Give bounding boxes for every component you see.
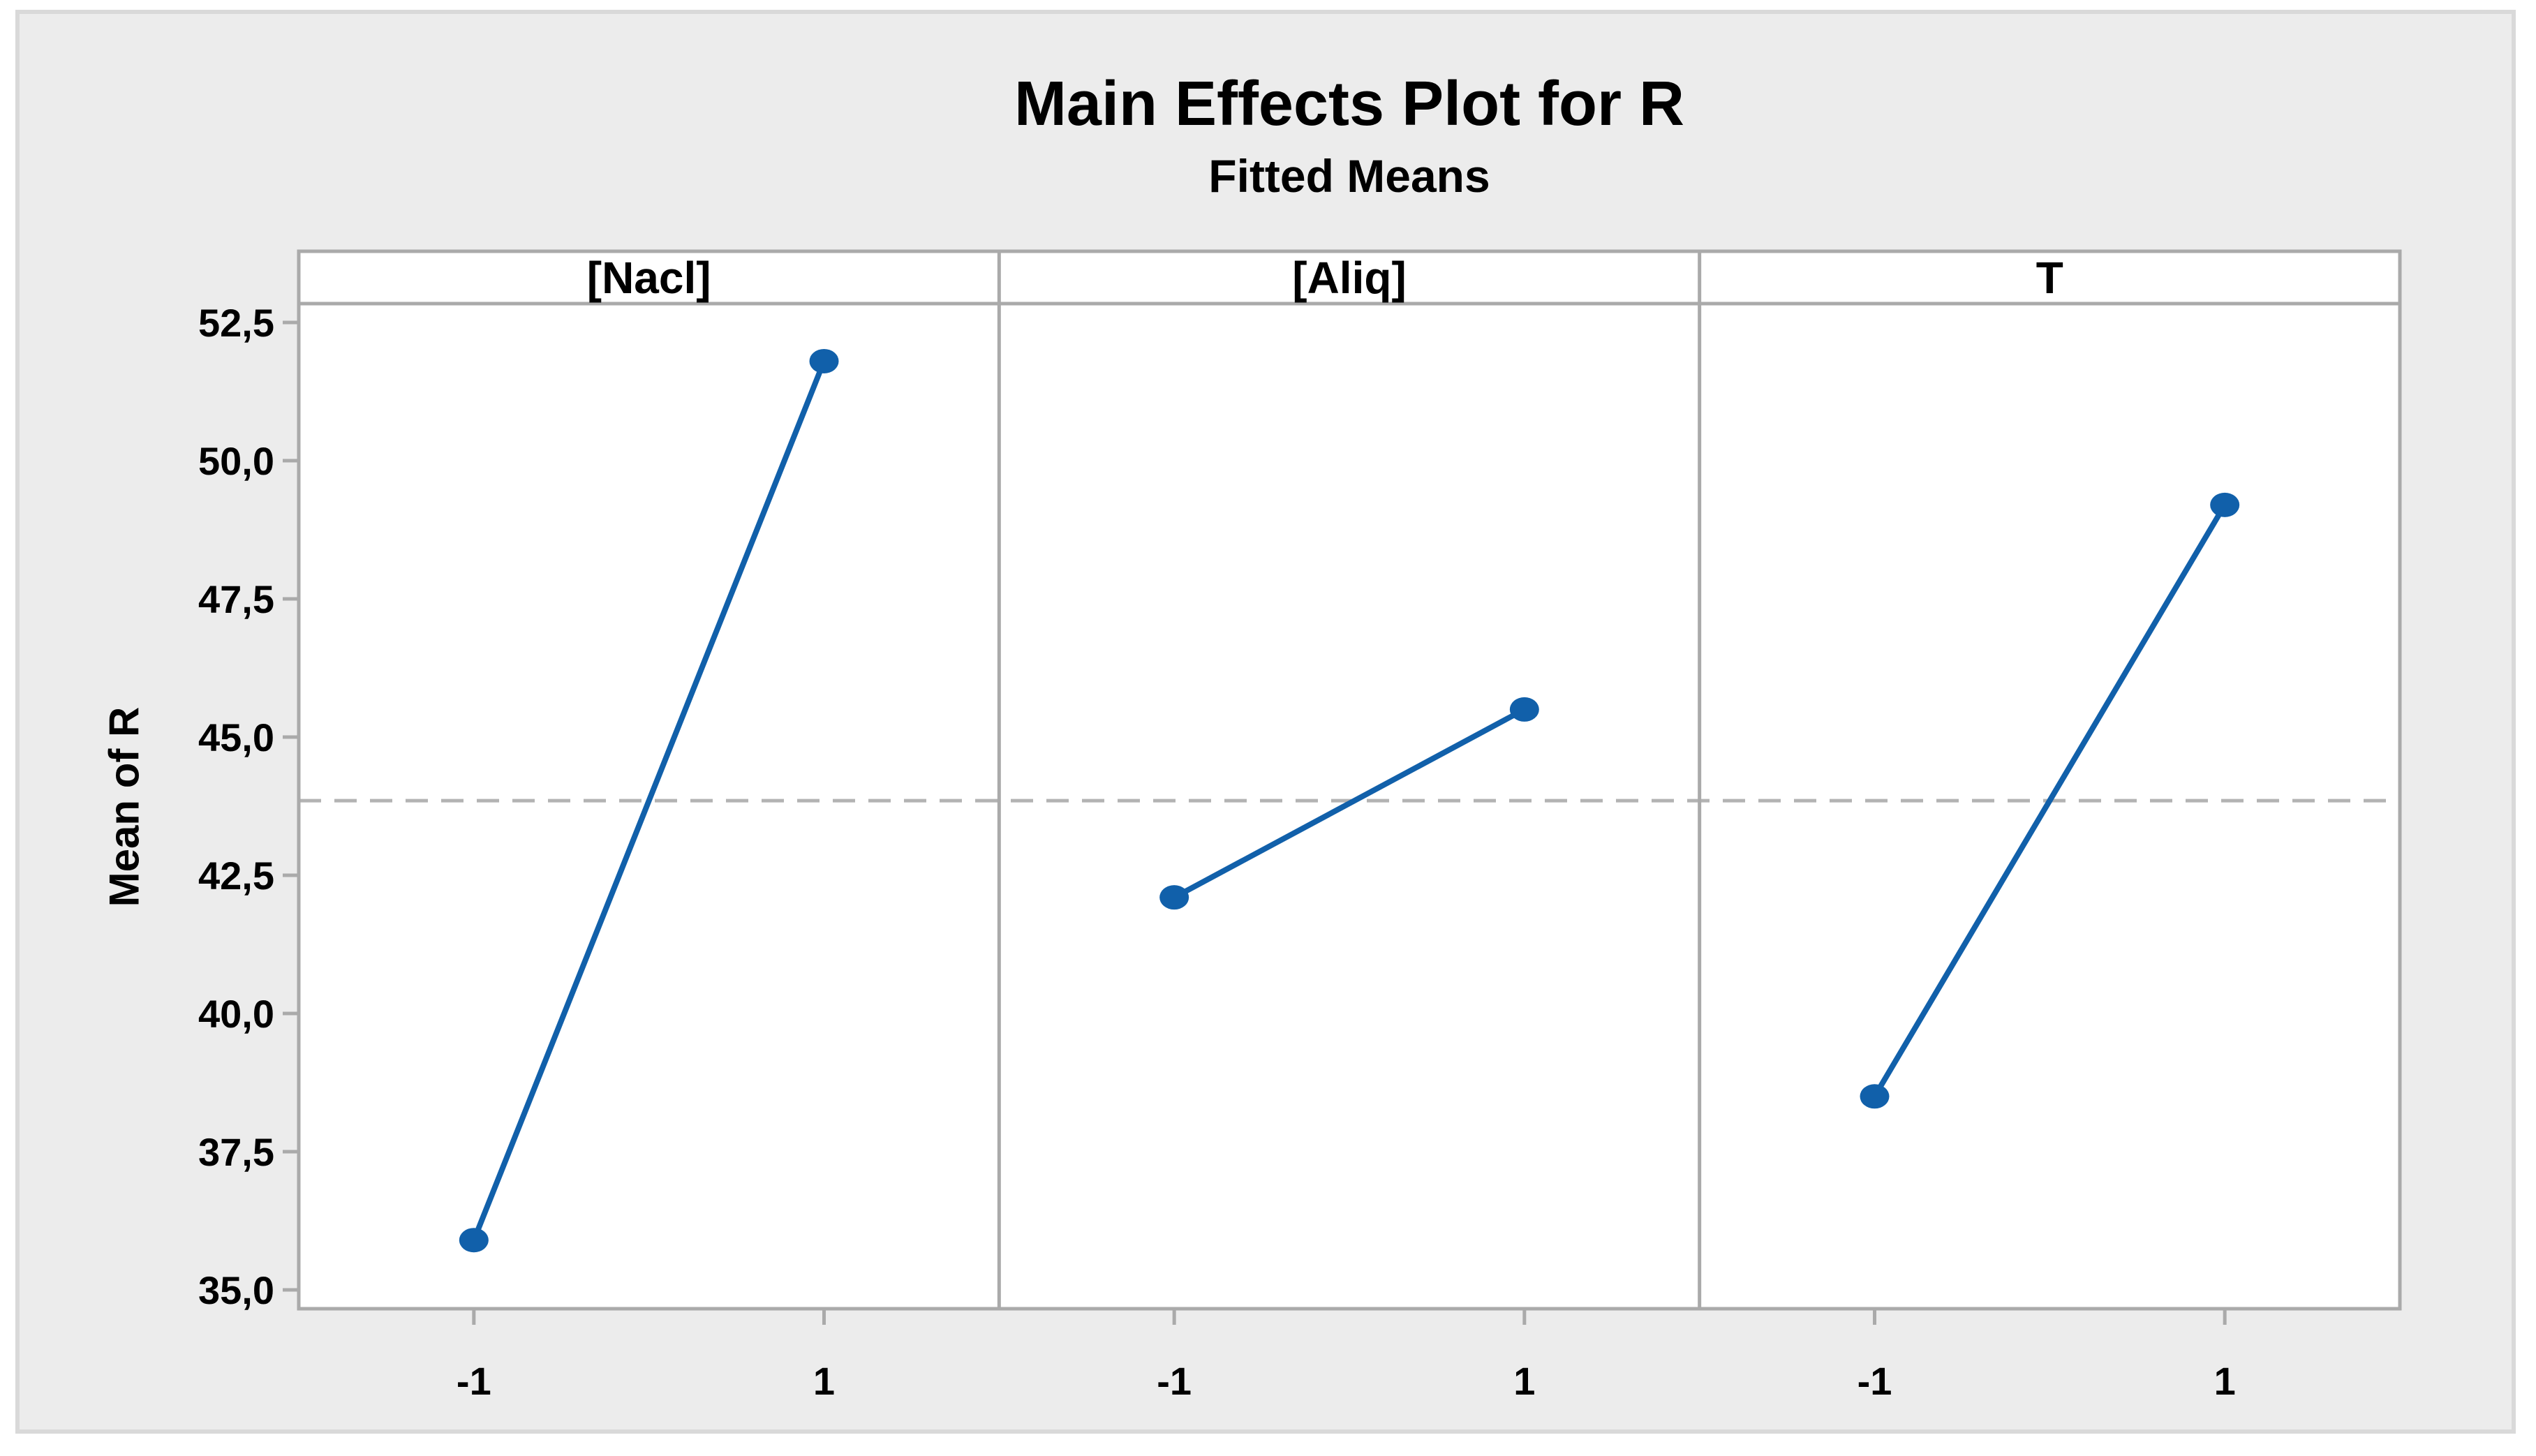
y-tick-label: 45,0 bbox=[198, 715, 274, 759]
fitted-means-line bbox=[1173, 706, 1526, 900]
x-tick-label: -1 bbox=[1857, 1359, 1892, 1403]
panel-header-label: T bbox=[2036, 253, 2063, 303]
fitted-mean-point bbox=[459, 1228, 489, 1253]
x-tick-label: 1 bbox=[813, 1359, 835, 1403]
fitted-means-line bbox=[471, 359, 827, 1242]
y-tick-label: 35,0 bbox=[198, 1268, 274, 1312]
y-tick-label: 40,0 bbox=[198, 992, 274, 1036]
x-tick-label: 1 bbox=[2214, 1359, 2236, 1403]
y-tick-label: 42,5 bbox=[198, 854, 274, 898]
y-tick-label: 50,0 bbox=[198, 439, 274, 483]
fitted-mean-point bbox=[2210, 492, 2240, 517]
fitted-mean-point bbox=[1159, 885, 1189, 910]
fitted-means-line bbox=[1872, 503, 2227, 1098]
x-tick-label: -1 bbox=[457, 1359, 491, 1403]
panel-header-label: [Nacl] bbox=[587, 253, 711, 303]
y-tick-label: 47,5 bbox=[198, 577, 274, 621]
x-tick-label: 1 bbox=[1513, 1359, 1535, 1403]
plot-area-background bbox=[299, 251, 2400, 1309]
x-tick-label: -1 bbox=[1157, 1359, 1192, 1403]
y-tick-label: 37,5 bbox=[198, 1130, 274, 1174]
y-tick-label: 52,5 bbox=[198, 301, 274, 345]
panel-header-label: [Aliq] bbox=[1292, 253, 1407, 303]
chart-title: Main Effects Plot for R bbox=[1014, 69, 1685, 139]
fitted-mean-point bbox=[809, 348, 839, 373]
plot-area-border bbox=[297, 249, 2402, 1311]
fitted-mean-point bbox=[1860, 1084, 1890, 1109]
fitted-mean-point bbox=[1509, 697, 1539, 722]
chart-subtitle: Fitted Means bbox=[1208, 150, 1490, 202]
